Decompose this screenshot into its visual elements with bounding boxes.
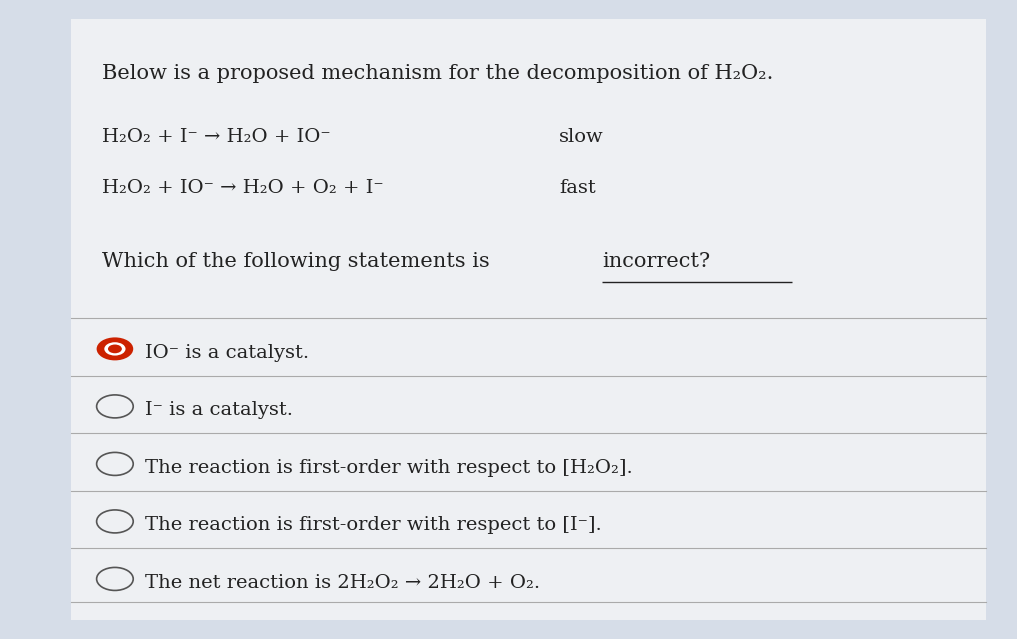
Text: incorrect?: incorrect? [602, 252, 710, 272]
Text: I⁻ is a catalyst.: I⁻ is a catalyst. [145, 401, 294, 419]
Text: H₂O₂ + I⁻ → H₂O + IO⁻: H₂O₂ + I⁻ → H₂O + IO⁻ [102, 128, 331, 146]
Circle shape [97, 337, 133, 360]
Text: The reaction is first-order with respect to [H₂O₂].: The reaction is first-order with respect… [145, 459, 634, 477]
Text: The reaction is first-order with respect to [I⁻].: The reaction is first-order with respect… [145, 516, 602, 534]
Text: IO⁻ is a catalyst.: IO⁻ is a catalyst. [145, 344, 309, 362]
Text: slow: slow [559, 128, 604, 146]
Circle shape [105, 343, 125, 355]
Circle shape [108, 344, 122, 353]
Text: Below is a proposed mechanism for the decomposition of H₂O₂.: Below is a proposed mechanism for the de… [102, 64, 773, 83]
Text: Which of the following statements is: Which of the following statements is [102, 252, 496, 272]
Text: fast: fast [559, 179, 596, 197]
FancyBboxPatch shape [71, 19, 986, 620]
Text: H₂O₂ + IO⁻ → H₂O + O₂ + I⁻: H₂O₂ + IO⁻ → H₂O + O₂ + I⁻ [102, 179, 383, 197]
Text: The net reaction is 2H₂O₂ → 2H₂O + O₂.: The net reaction is 2H₂O₂ → 2H₂O + O₂. [145, 574, 541, 592]
